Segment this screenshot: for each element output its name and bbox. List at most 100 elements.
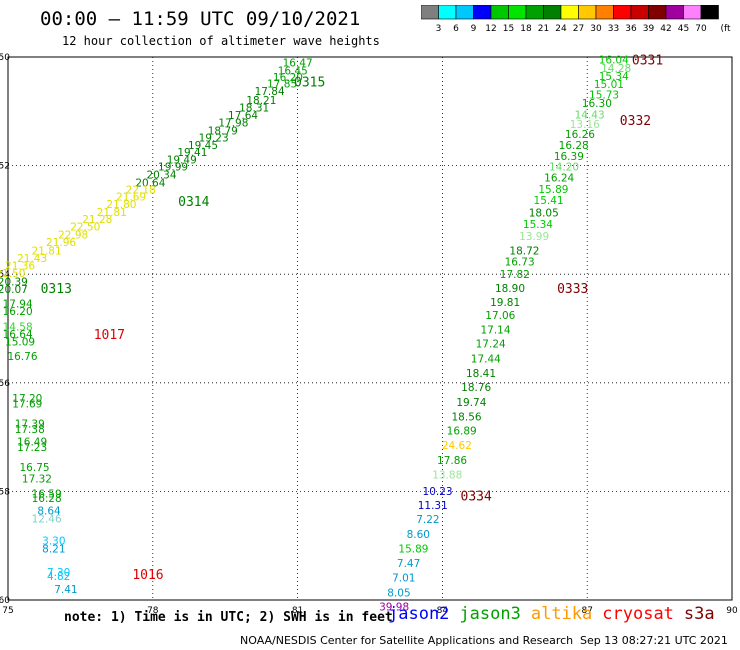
- pass-time-label: 0314: [178, 195, 209, 210]
- wave-height-label: 17.20: [12, 393, 42, 405]
- wave-height-label: 15.89: [538, 184, 568, 196]
- wave-height-label: 18.41: [466, 368, 496, 380]
- color-scale-tick: 36: [625, 24, 637, 34]
- wave-height-label: 17.86: [437, 455, 467, 467]
- generated-timestamp: Sep 13 08:27:21 UTC 2021: [580, 634, 728, 647]
- color-scale-tick: 42: [660, 24, 671, 34]
- wave-height-label: 12.46: [32, 514, 62, 526]
- x-tick-label: 81: [292, 606, 303, 616]
- wave-height-label: 22.18: [126, 184, 156, 196]
- wave-height-label: 8.60: [407, 529, 430, 541]
- wave-height-label: 21.81: [97, 207, 127, 219]
- wave-height-label: 7.30: [47, 567, 70, 579]
- wave-height-label: 18.56: [452, 411, 482, 423]
- wave-height-label: 13.99: [519, 231, 549, 243]
- wave-height-label: 21.43: [17, 253, 47, 265]
- credit-line: NOAA/NESDIS Center for Satellite Applica…: [240, 634, 574, 647]
- color-scale-tick: 6: [453, 24, 459, 34]
- color-scale-unit: (ft): [721, 24, 732, 34]
- wave-height-label: 21.36: [5, 261, 35, 273]
- wave-height-label: 14.43: [575, 110, 605, 122]
- wave-height-label: 19.81: [490, 297, 520, 309]
- wave-height-label: 20.34: [146, 169, 176, 181]
- y-tick-label: -60: [0, 596, 10, 606]
- wave-height-label: 17.85: [267, 79, 297, 91]
- wave-height-label: 15.89: [398, 543, 428, 555]
- wave-height-label: 16.26: [565, 129, 595, 141]
- wave-height-label: 17.32: [22, 473, 52, 485]
- wave-height-label: 16.45: [278, 66, 308, 78]
- wave-height-label: 15.41: [534, 195, 564, 207]
- pass-time-label: 1016: [132, 568, 163, 583]
- page-subtitle: 12 hour collection of altimeter wave hei…: [62, 34, 380, 48]
- x-tick-label: 90: [726, 606, 738, 616]
- wave-height-label: 24.62: [442, 440, 472, 452]
- wave-height-label: 11.31: [418, 500, 448, 512]
- wave-height-label: 19.49: [167, 155, 197, 167]
- wave-height-label: 17.94: [3, 299, 33, 311]
- wave-height-label: 17.24: [476, 339, 506, 351]
- wave-height-label: 18.31: [239, 102, 269, 114]
- wave-height-label: 7.22: [416, 514, 439, 526]
- wave-height-label: 16.76: [7, 351, 37, 363]
- color-scale-tick: 45: [678, 24, 689, 34]
- color-scale-tick: 70: [695, 24, 707, 34]
- wave-height-label: 16.75: [20, 462, 50, 474]
- wave-height-label: 16.47: [283, 57, 313, 69]
- wave-height-label: 3.30: [42, 535, 65, 547]
- wave-height-label: 16.59: [32, 489, 62, 501]
- color-scale-tick: 3: [436, 24, 442, 34]
- wave-height-label: 16.20: [273, 72, 303, 84]
- wave-height-label: 18.05: [529, 207, 559, 219]
- wave-height-label: 21.28: [82, 214, 112, 226]
- wave-height-label: 17.98: [218, 118, 248, 130]
- wave-height-label: 15.09: [5, 337, 35, 349]
- wave-height-label: 16.20: [3, 306, 33, 318]
- color-scale-tick: 30: [590, 24, 602, 34]
- wave-height-label: 16.89: [447, 426, 477, 438]
- wave-height-label: 14.28: [601, 63, 631, 75]
- pass-time-label: 0315: [294, 75, 325, 90]
- wave-height-label: 20.07: [0, 284, 28, 296]
- wave-height-label: 19.23: [199, 132, 229, 144]
- color-swatch: [700, 5, 719, 20]
- color-scale-tick: 33: [608, 24, 619, 34]
- wave-height-label: 17.64: [228, 110, 258, 122]
- wave-height-label: 17.84: [255, 86, 285, 98]
- x-tick-label: 87: [581, 606, 592, 616]
- color-scale-tick: 27: [573, 24, 584, 34]
- wave-height-label: 18.76: [461, 382, 491, 394]
- wave-height-label: 16.04: [599, 55, 629, 67]
- wave-height-label: 16.24: [544, 173, 574, 185]
- y-tick-label: -56: [0, 379, 10, 389]
- wave-height-label: 4.82: [47, 571, 70, 583]
- wave-height-label: 15.73: [589, 89, 619, 101]
- pass-time-label: 1017: [94, 328, 125, 343]
- wave-height-label: 10.23: [423, 486, 453, 498]
- wave-height-label: 22.50: [70, 221, 100, 233]
- wave-height-label: 16.64: [3, 329, 33, 341]
- satellite-legend: jason2 jason3 altika cryosat s3a: [388, 604, 725, 624]
- legend-jason3: jason3: [459, 604, 521, 624]
- wave-height-label: 22.98: [58, 230, 88, 242]
- wave-height-label: 8.05: [387, 587, 410, 599]
- wave-height-label: 7.01: [392, 573, 415, 585]
- x-tick-label: 78: [147, 606, 159, 616]
- legend-jason2: jason2: [388, 604, 450, 624]
- wave-height-label: 21.69: [116, 192, 146, 204]
- wave-height-label: 17.69: [12, 398, 42, 410]
- x-tick-label: 84: [437, 606, 449, 616]
- wave-height-label: 16.28: [559, 140, 589, 152]
- y-tick-label: -54: [0, 270, 10, 280]
- y-tick-label: -52: [0, 162, 10, 172]
- pass-time-label: 0332: [620, 114, 651, 129]
- wave-height-label: 18.21: [246, 95, 276, 107]
- wave-height-label: 13.16: [570, 119, 600, 131]
- wave-height-label: 19.99: [158, 162, 188, 174]
- wave-height-label: 13.88: [432, 470, 462, 482]
- wave-height-label: 8.21: [42, 543, 65, 555]
- pass-time-label: 0333: [557, 282, 588, 297]
- wave-height-label: 17.38: [15, 424, 45, 436]
- wave-height-label: 15.34: [599, 71, 629, 83]
